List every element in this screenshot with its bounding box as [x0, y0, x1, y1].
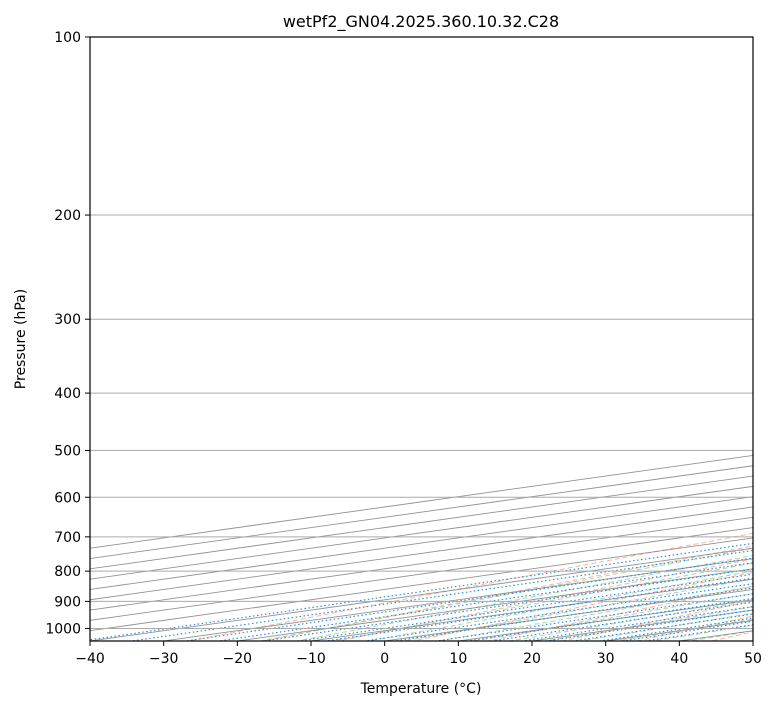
y-tick-label: 100	[54, 30, 81, 46]
moist-adiabat	[400, 578, 753, 641]
x-tick-label: 20	[523, 651, 541, 667]
isotherm-line	[90, 516, 753, 611]
isotherm-line	[90, 506, 753, 601]
dry-adiabat	[485, 585, 753, 641]
y-tick-label: 900	[54, 594, 81, 610]
x-tick-label: 10	[449, 651, 467, 667]
y-tick-label: 300	[54, 312, 81, 328]
dry-adiabats	[186, 532, 753, 641]
isotherm-line	[90, 465, 753, 559]
chart-title: wetPf2_GN04.2025.360.10.32.C28	[283, 12, 559, 32]
moist-adiabat	[329, 562, 753, 641]
plot-area: -100-90-80-70-60-50-40-30-20-10010203040…	[90, 37, 753, 641]
y-tick-label: 700	[54, 530, 81, 546]
x-axis-label: Temperature (°C)	[360, 681, 482, 697]
y-tick-label: 400	[54, 386, 81, 402]
y-axis-ticks: 100 200 300 400 500 600 700 800 900 1000	[45, 30, 90, 637]
isotherms	[90, 454, 753, 641]
x-tick-label: −10	[296, 651, 326, 667]
plot-frame	[89, 36, 754, 642]
x-tick-label: 30	[597, 651, 615, 667]
y-tick-label: 1000	[45, 621, 81, 637]
y-tick-label: 500	[54, 443, 81, 459]
x-tick-label: 50	[744, 651, 762, 667]
y-tick-label: 800	[54, 564, 81, 580]
isotherm-line	[90, 537, 753, 632]
moist-adiabat	[470, 593, 753, 641]
x-tick-label: −20	[223, 651, 253, 667]
y-axis-label: Pressure (hPa)	[13, 289, 29, 389]
moist-adiabat	[257, 547, 753, 641]
isotherm-line	[90, 475, 753, 570]
y-tick-label: 200	[54, 208, 81, 224]
x-tick-label: −40	[75, 651, 105, 667]
y-tick-label: 600	[54, 490, 81, 506]
moist-adiabats	[257, 547, 753, 641]
x-tick-label: 0	[380, 651, 389, 667]
moist-adiabat	[506, 599, 753, 641]
x-tick-label: 40	[670, 651, 688, 667]
isotherm-line	[90, 527, 753, 621]
isotherm-line	[90, 485, 753, 580]
dry-adiabat	[335, 558, 753, 641]
x-tick-label: −30	[149, 651, 179, 667]
x-axis-ticks: −40 −30 −20 −10 0 10 20 30 40 50	[75, 641, 762, 667]
dry-adiabat	[260, 545, 753, 641]
isotherm-line	[90, 496, 753, 590]
pressure-gridlines	[90, 37, 753, 629]
isotherm-line	[90, 454, 753, 549]
